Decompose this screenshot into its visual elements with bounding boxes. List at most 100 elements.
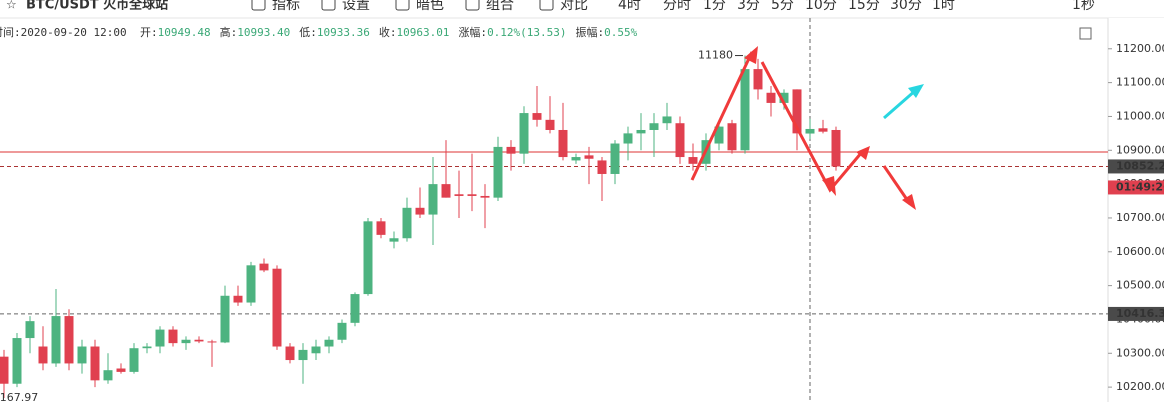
toolbar-button[interactable]: 对比 <box>560 0 588 13</box>
candle-body <box>532 113 542 120</box>
candle-body <box>298 349 308 361</box>
price-tag-label: 01:49:26 <box>1116 180 1164 193</box>
interval[interactable]: 分时 <box>663 0 691 13</box>
candle-body <box>740 69 750 151</box>
info-label: 涨幅: <box>458 26 487 39</box>
y-tick-label: 10900.00 <box>1116 143 1164 156</box>
toolbar-button[interactable]: 组合 <box>486 0 514 13</box>
candle-body <box>272 268 282 347</box>
toolbar-icon <box>321 0 336 11</box>
price-tag-label: 10416.31 <box>1116 307 1164 320</box>
interval-right[interactable]: 1秒 <box>1072 0 1095 13</box>
candle-body <box>805 128 815 134</box>
interval[interactable]: 30分 <box>890 0 922 13</box>
candle-body <box>194 339 204 342</box>
candle-body <box>506 146 516 154</box>
interval[interactable]: 15分 <box>848 0 880 13</box>
candle-body <box>350 294 360 323</box>
toolbar-icon <box>395 0 410 11</box>
candle-body <box>545 119 555 130</box>
candle-body <box>77 346 87 364</box>
high-label: 11180 <box>698 49 733 62</box>
candle-body <box>64 316 74 364</box>
candle-body <box>285 346 295 361</box>
candle-body <box>571 157 581 161</box>
interval[interactable]: 1时 <box>932 0 955 13</box>
candle-body <box>220 295 230 343</box>
info-label: 振幅: <box>576 25 605 39</box>
interval[interactable]: 10分 <box>805 0 837 13</box>
info-value: 0.12%(13.53) <box>487 26 566 39</box>
price-tag <box>1108 180 1164 195</box>
toolbar-icon <box>465 0 480 11</box>
candle-body <box>493 146 503 198</box>
candle-body <box>467 194 477 196</box>
fullscreen-icon[interactable] <box>1079 27 1092 40</box>
candle-body <box>480 195 490 198</box>
price-tag <box>1108 159 1164 174</box>
candle-body <box>90 346 100 381</box>
toolbar-button[interactable]: 设置 <box>342 0 370 13</box>
candle-body <box>103 370 113 381</box>
y-tick-label: 10700.00 <box>1116 211 1164 224</box>
toolbar <box>0 0 1164 18</box>
candle-body <box>454 194 464 196</box>
candle-body <box>402 207 412 239</box>
interval[interactable]: 3分 <box>737 0 760 13</box>
candle-body <box>363 221 373 295</box>
toolbar-icon <box>251 0 266 11</box>
candle-body <box>142 346 152 349</box>
candle-body <box>766 92 776 103</box>
candle-body <box>389 238 399 242</box>
price-tag-label: 10852.22 <box>1116 159 1164 172</box>
candle-body <box>116 368 126 372</box>
y-tick-label: 10600.00 <box>1116 245 1164 258</box>
candle-body <box>259 263 269 271</box>
candle-body <box>636 129 646 134</box>
candle-body <box>662 116 672 124</box>
candle-body <box>311 346 321 354</box>
candle-body <box>818 128 828 132</box>
candle-body <box>584 155 594 159</box>
candle-body <box>207 341 217 343</box>
info-label: 低: <box>299 26 317 39</box>
candle-body <box>558 129 568 158</box>
info-label: 开: <box>140 26 158 39</box>
fav-icon[interactable]: ☆ <box>6 0 17 12</box>
info-value: 0.55% <box>604 26 637 39</box>
candle-body <box>38 346 48 364</box>
candle-body <box>168 329 178 344</box>
candle-body <box>649 123 659 130</box>
candle-body <box>597 160 607 174</box>
candle-body <box>324 339 334 347</box>
candle-body <box>675 123 685 158</box>
toolbar-button[interactable]: 暗色 <box>416 0 444 13</box>
pair[interactable]: BTC/USDT 火币全球站 <box>26 0 168 13</box>
candle-body <box>727 123 737 151</box>
candle-body <box>181 339 191 344</box>
price-tag <box>1108 306 1164 321</box>
toolbar-button[interactable]: 指标 <box>272 0 300 13</box>
info-value: 10963.01 <box>396 26 449 39</box>
info-label: 收: <box>379 25 397 39</box>
candle-body <box>753 69 763 90</box>
candle-body <box>714 126 724 144</box>
candle-body <box>779 92 789 103</box>
candle-body <box>51 316 61 364</box>
y-tick-label: 10500.00 <box>1116 279 1164 292</box>
candle-body <box>623 133 633 144</box>
y-tick-label: 10300.00 <box>1116 346 1164 359</box>
candle-body <box>246 265 256 303</box>
price-axis <box>1108 18 1164 402</box>
candle-body <box>415 207 425 215</box>
y-tick-label: 11000.00 <box>1116 109 1164 122</box>
info-value: 10993.40 <box>237 26 290 39</box>
interval[interactable]: 5分 <box>771 0 794 13</box>
interval[interactable]: 1分 <box>703 0 726 13</box>
candle-body <box>129 348 139 372</box>
candle-body <box>155 329 165 347</box>
interval[interactable]: 4时 <box>618 0 641 13</box>
toolbar-icon <box>539 0 554 11</box>
candle-body <box>441 184 451 198</box>
